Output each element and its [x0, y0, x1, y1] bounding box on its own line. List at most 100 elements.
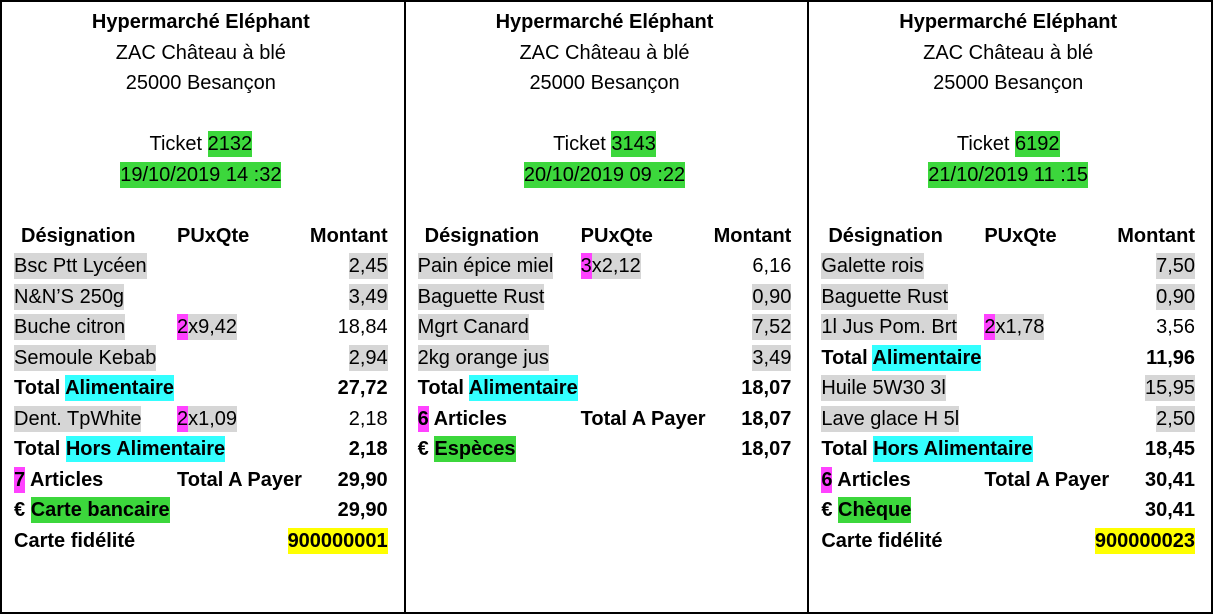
ticket-datetime: 21/10/2019 11 :15: [928, 161, 1089, 188]
blank-line: [14, 99, 388, 130]
ticket-line: Ticket 6192: [821, 129, 1195, 160]
payment-row: € Espèces 18,07: [418, 434, 791, 465]
ticket-label: Ticket: [956, 133, 1010, 155]
item-row: Baguette Rust 0,90: [821, 282, 1196, 313]
text-segment: 11,96: [1146, 346, 1196, 369]
text-segment: Total A Payer: [580, 407, 706, 430]
designation-cell: Désignation: [14, 221, 177, 252]
header-row: Désignation PUxQte Montant: [821, 221, 1195, 252]
item-row: Lave glace H 5l 2,50: [821, 404, 1196, 435]
designation-cell: 6 Articles: [821, 465, 984, 496]
highlight-gray: 3,49: [752, 344, 792, 371]
puxqte-cell: 2x9,42: [177, 312, 238, 343]
text-segment: Carte fidélité: [14, 529, 136, 552]
item-row: Dent. TpWhite 2x1,09 2,18: [14, 404, 388, 435]
payment-row: € Chèque 30,41: [821, 495, 1195, 526]
text-segment: 3,56: [1156, 316, 1196, 338]
highlight-yellow: 900000023: [1094, 527, 1196, 554]
text-segment: PUxQte: [580, 224, 653, 247]
articles-row: 6 Articles Total A Payer 30,41: [821, 465, 1195, 496]
store-address-line1: ZAC Château à blé: [519, 41, 690, 64]
store-address-line2: 25000 Besançon: [125, 72, 276, 94]
montant-cell: 7,52: [581, 312, 792, 343]
text-segment: 30,41: [1144, 499, 1196, 521]
store-address-line2: 25000 Besançon: [933, 72, 1084, 94]
store-address-line1: ZAC Château à blé: [115, 41, 286, 64]
highlight-cyan: Hors Alimentaire: [65, 436, 226, 462]
designation-cell: Total Hors Alimentaire: [821, 434, 1033, 465]
designation-cell: Carte fidélité: [14, 526, 135, 557]
designation-cell: Total Alimentaire: [418, 373, 578, 404]
text-segment: 2,18: [348, 407, 388, 430]
item-row: Huile 5W30 3l 15,95: [821, 373, 1196, 404]
highlight-cyan: Alimentaire: [468, 375, 578, 401]
montant-cell: 0,90: [984, 282, 1196, 313]
blank-line: [418, 190, 792, 221]
text-segment: Total: [14, 438, 66, 460]
montant-cell: 30,41: [1109, 465, 1195, 496]
ticket-number: 3143: [611, 131, 656, 157]
designation-cell: Lave glace H 5l: [821, 404, 984, 435]
designation-cell: 1l Jus Pom. Brt: [821, 312, 984, 343]
text-segment: Carte fidélité: [821, 529, 943, 552]
text-segment: PUxQte: [984, 224, 1057, 247]
montant-cell: 18,84: [237, 312, 388, 343]
item-row: Galette rois 7,50: [821, 251, 1196, 282]
puxqte-cell: PUxQte: [984, 221, 1056, 252]
text-segment: Total: [14, 377, 66, 399]
highlight-gray: Baguette Rust: [417, 283, 545, 310]
item-row: 2kg orange jus 3,49: [417, 343, 792, 374]
montant-cell: 2,50: [984, 404, 1196, 435]
highlight-gray: 0,90: [752, 283, 792, 310]
designation-cell: Désignation: [418, 221, 581, 252]
blank-line: [821, 190, 1195, 221]
highlight-cyan: Hors Alimentaire: [873, 436, 1033, 462]
highlight-magenta: 2: [177, 314, 189, 340]
designation-cell: Buche citron: [14, 312, 177, 343]
highlight-magenta: 6: [417, 405, 429, 432]
highlight-gray: 15,95: [1144, 375, 1196, 401]
text-segment: PUxQte: [177, 224, 250, 247]
designation-cell: Carte fidélité: [821, 526, 942, 557]
highlight-magenta: 2: [177, 405, 189, 432]
montant-cell: 7,50: [984, 251, 1196, 282]
text-segment: 27,72: [337, 377, 388, 399]
highlight-gray: Dent. TpWhite: [14, 405, 142, 432]
text-segment: Montant: [1117, 224, 1196, 247]
montant-cell: 18,07: [706, 404, 791, 435]
highlight-gray: Galette rois: [821, 253, 924, 279]
loyalty-row: Carte fidélité 900000023: [821, 526, 1196, 557]
highlight-magenta: 2: [984, 314, 996, 340]
highlight-gray: Huile 5W30 3l: [821, 375, 946, 401]
highlight-gray: Bsc Ptt Lycéen: [14, 253, 147, 279]
text-segment: Articles: [832, 468, 911, 491]
designation-cell: Mgrt Canard: [417, 312, 581, 343]
ticket-number: 6192: [1015, 131, 1060, 157]
montant-cell: 2,45: [177, 251, 388, 282]
montant-cell: 15,95: [984, 373, 1196, 404]
text-segment: €: [821, 499, 839, 521]
text-segment: 6,16: [752, 255, 792, 277]
text-segment: Total: [417, 377, 469, 399]
montant-cell: 3,49: [177, 282, 388, 313]
montant-cell: 2,18: [237, 404, 388, 435]
montant-cell: 29,90: [170, 495, 388, 526]
highlight-gray: 2,50: [1156, 405, 1196, 432]
montant-cell: 6,16: [641, 251, 792, 282]
total-row: Total Hors Alimentaire 18,45: [821, 434, 1195, 465]
articles-row: 7 Articles Total A Payer 29,90: [14, 465, 388, 496]
item-row: Baguette Rust 0,90: [417, 282, 792, 313]
montant-cell: 3,49: [581, 343, 792, 374]
highlight-cyan: Alimentaire: [872, 344, 982, 371]
designation-cell: Semoule Kebab: [14, 343, 177, 374]
header-row: Désignation PUxQte Montant: [14, 221, 388, 252]
highlight-gray: Mgrt Canard: [417, 314, 529, 340]
store-address-line1: ZAC Château à blé: [923, 41, 1094, 64]
text-segment: Total: [821, 438, 874, 460]
highlight-gray: x9,42: [188, 314, 238, 340]
montant-cell: Montant: [249, 221, 388, 252]
receipt-table: Désignation PUxQte Montant Bsc Ptt Lycéen 2,…: [14, 221, 388, 557]
item-row: Mgrt Canard 7,52: [417, 312, 792, 343]
highlight-green: Espèces: [434, 436, 516, 462]
